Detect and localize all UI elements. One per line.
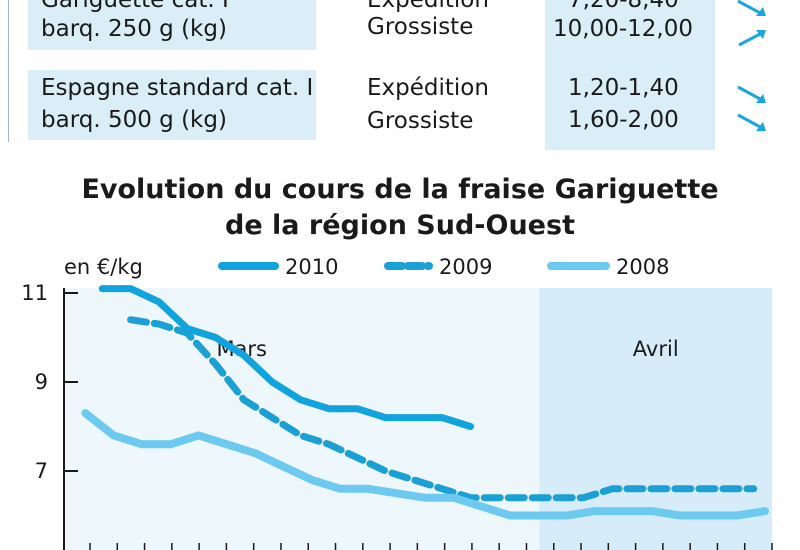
y-tick-label: 7	[35, 459, 48, 483]
chart-title-line2: de la région Sud-Ouest	[225, 210, 575, 241]
trend-down-arrow-icon	[737, 85, 766, 103]
row1-price-line1: 7,20-8,40	[568, 0, 679, 13]
row1-stage-line1: Expédition	[367, 0, 489, 13]
chart-title: Evolution du cours de la fraise Gariguet…	[0, 172, 800, 244]
row1-price-line2: 10,00-12,00	[553, 16, 693, 42]
series-line-2010	[98, 285, 474, 430]
row2-price-line1: 1,20-1,40	[568, 75, 679, 101]
row2-stage-line1: Expédition	[367, 75, 489, 101]
row2-product-line2: barq. 500 g (kg)	[41, 107, 227, 133]
row2-stage-line2: Grossiste	[367, 108, 474, 134]
series-line-2009	[127, 316, 758, 502]
row2-product-cell	[28, 70, 316, 140]
month-label-avril: Avril	[633, 337, 679, 361]
legend-label-2009: 2009	[439, 255, 492, 279]
row1-product-line1: Gariguette cat. I	[41, 0, 229, 13]
row1-price-cell	[545, 0, 715, 150]
y-tick-label: 5	[35, 548, 48, 550]
trend-down-arrow-icon	[737, 113, 766, 131]
row2-price-line2: 1,60-2,00	[568, 107, 679, 133]
legend-label-2008: 2008	[616, 255, 669, 279]
trend-up-arrow-icon	[738, 30, 766, 47]
price-table: Gariguette cat. I barq. 250 g (kg) Expéd…	[0, 0, 800, 150]
month-band-avril	[539, 288, 772, 550]
y-tick-label: 9	[35, 370, 48, 394]
legend-label-2010: 2010	[285, 255, 338, 279]
row1-product-line2: barq. 250 g (kg)	[41, 16, 227, 42]
chart-title-line1: Evolution du cours de la fraise Gariguet…	[81, 174, 719, 205]
row2-product-line1: Espagne standard cat. I	[41, 75, 314, 101]
row1-stage-line2: Grossiste	[367, 14, 474, 40]
month-band-mars	[64, 288, 540, 550]
y-tick-label: 11	[21, 281, 48, 305]
y-axis-label: en €/kg	[64, 255, 143, 279]
table-left-border	[8, 0, 9, 142]
series-line-2008	[81, 409, 769, 520]
row1-product-cell	[28, 0, 316, 50]
trend-arrow-icon	[737, 0, 766, 16]
